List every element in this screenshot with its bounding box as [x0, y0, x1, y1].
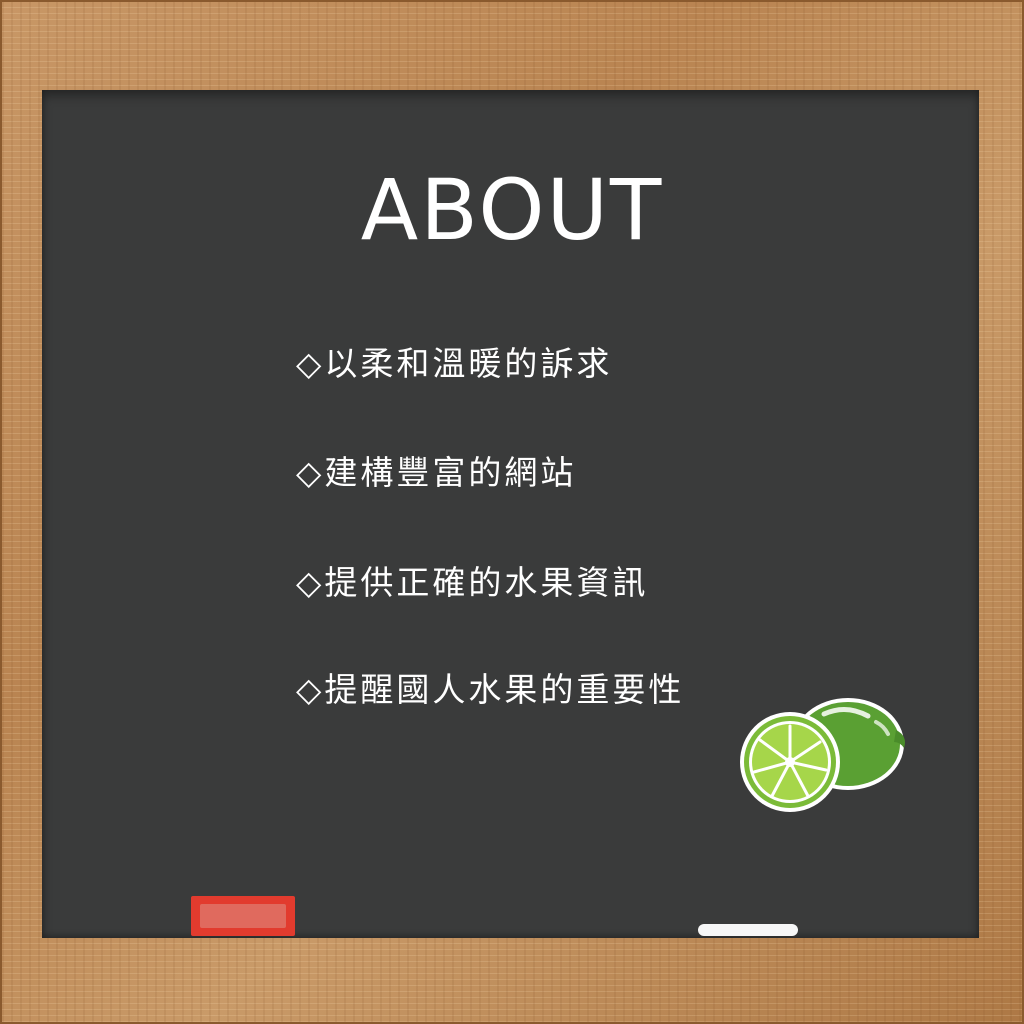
- about-item-3: ◇提供正確的水果資訊: [296, 563, 649, 602]
- chalk-icon: [698, 924, 798, 936]
- about-item-2: ◇建構豐富的網站: [296, 453, 577, 492]
- eraser-icon: [191, 896, 295, 936]
- lime-icon: [740, 698, 905, 812]
- about-item-4: ◇提醒國人水果的重要性: [296, 670, 685, 709]
- page-title: ABOUT: [360, 161, 664, 259]
- about-item-1: ◇以柔和溫暖的訴求: [296, 344, 613, 383]
